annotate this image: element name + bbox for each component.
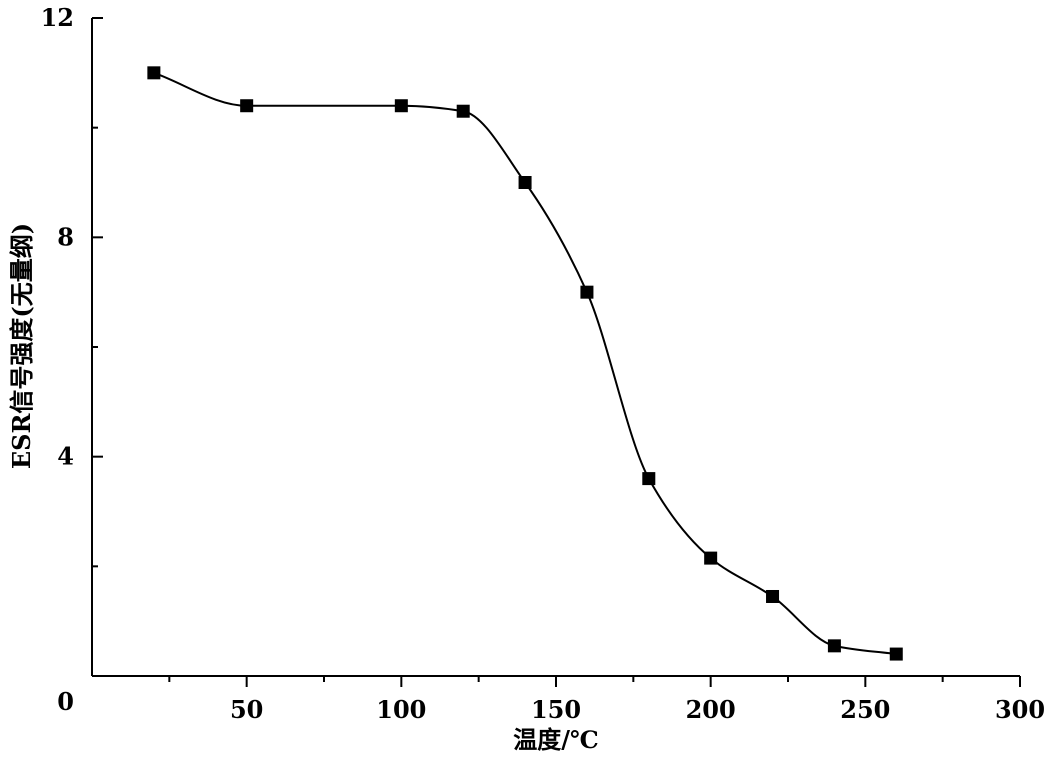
data-point (518, 176, 532, 189)
x-axis-title: 温度/℃ (513, 725, 599, 754)
x-tick-label: 150 (531, 695, 581, 724)
fit-curve (153, 71, 897, 656)
data-point (147, 66, 161, 80)
data-point (240, 99, 254, 113)
x-tick-label: 300 (995, 695, 1045, 724)
y-tick-label: 8 (57, 222, 74, 251)
axes (91, 17, 1021, 687)
y-tick-label: 12 (41, 3, 74, 32)
data-point (704, 551, 718, 565)
data-point (642, 472, 656, 486)
data-point (394, 99, 408, 113)
x-tick-label: 250 (840, 695, 890, 724)
data-point (580, 285, 594, 299)
data-point (766, 589, 780, 603)
data-markers (147, 66, 903, 661)
y-tick-label: 0 (57, 687, 74, 716)
x-tick-label: 100 (376, 695, 426, 724)
data-point (889, 647, 903, 661)
x-tick-label: 200 (686, 695, 736, 724)
y-tick-label: 4 (57, 442, 74, 471)
data-point (827, 639, 841, 653)
fit-curve-layer (153, 71, 897, 656)
y-axis-title: ESR信号强度(无量纲) (7, 223, 36, 469)
tick-labels: 50 100 150 200 250 300 0 4 8 12 (41, 3, 1045, 724)
data-point (456, 104, 470, 118)
x-tick-label: 50 (230, 695, 263, 724)
